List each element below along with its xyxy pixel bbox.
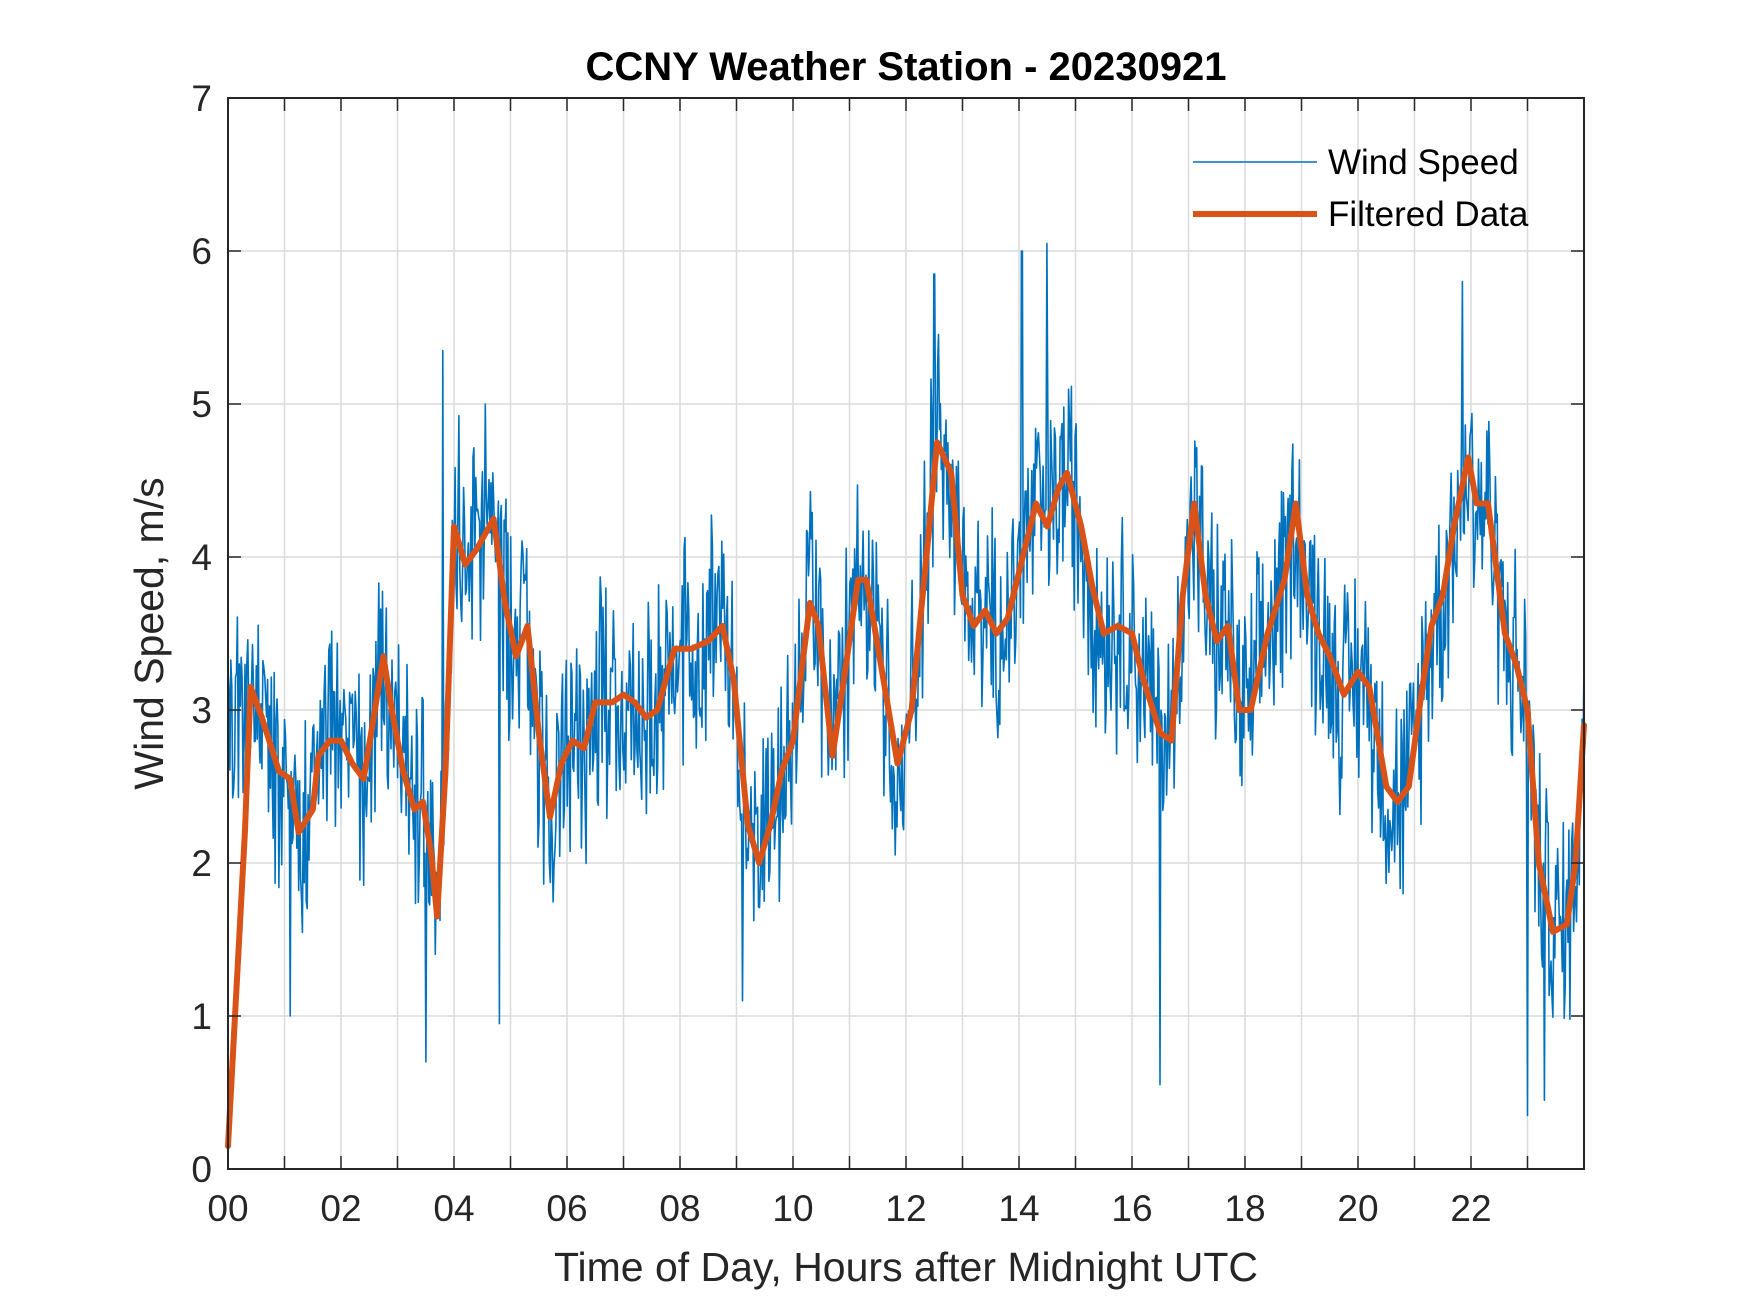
- x-tick-label: 00: [207, 1188, 248, 1229]
- filtered-data-line: [225, 439, 1587, 1149]
- tick-marks: [227, 97, 1585, 1170]
- x-tick-label: 20: [1337, 1188, 1378, 1229]
- y-tick-label: 7: [191, 78, 212, 119]
- x-tick-label: 06: [546, 1188, 587, 1229]
- x-tick-labels: 00 02 04 06 08 10 12 14 16 18 20 22: [207, 1188, 1491, 1229]
- x-axis-label: Time of Day, Hours after Midnight UTC: [554, 1244, 1258, 1290]
- y-tick-label: 1: [191, 996, 212, 1037]
- legend-label-filtered-data: Filtered Data: [1328, 195, 1529, 234]
- y-tick-label: 6: [191, 231, 212, 272]
- x-tick-label: 12: [885, 1188, 926, 1229]
- legend: Wind Speed Filtered Data: [1193, 143, 1529, 234]
- y-tick-labels: 0 1 2 3 4 5 6 7: [191, 78, 212, 1190]
- legend-label-wind-speed: Wind Speed: [1328, 143, 1519, 182]
- x-tick-label: 04: [433, 1188, 474, 1229]
- x-tick-label: 16: [1111, 1188, 1152, 1229]
- y-axis-label: Wind Speed, m/s: [126, 477, 172, 789]
- x-tick-label: 22: [1450, 1188, 1491, 1229]
- y-tick-label: 5: [191, 384, 212, 425]
- y-tick-label: 0: [191, 1149, 212, 1190]
- x-tick-label: 14: [998, 1188, 1039, 1229]
- x-tick-label: 02: [320, 1188, 361, 1229]
- x-tick-label: 10: [772, 1188, 813, 1229]
- y-tick-label: 4: [191, 537, 212, 578]
- y-tick-label: 2: [191, 843, 212, 884]
- y-tick-label: 3: [191, 690, 212, 731]
- chart-title: CCNY Weather Station - 20230921: [586, 45, 1227, 89]
- filtered-data-series: [225, 439, 1587, 1149]
- x-tick-label: 18: [1224, 1188, 1265, 1229]
- x-tick-label: 08: [659, 1188, 700, 1229]
